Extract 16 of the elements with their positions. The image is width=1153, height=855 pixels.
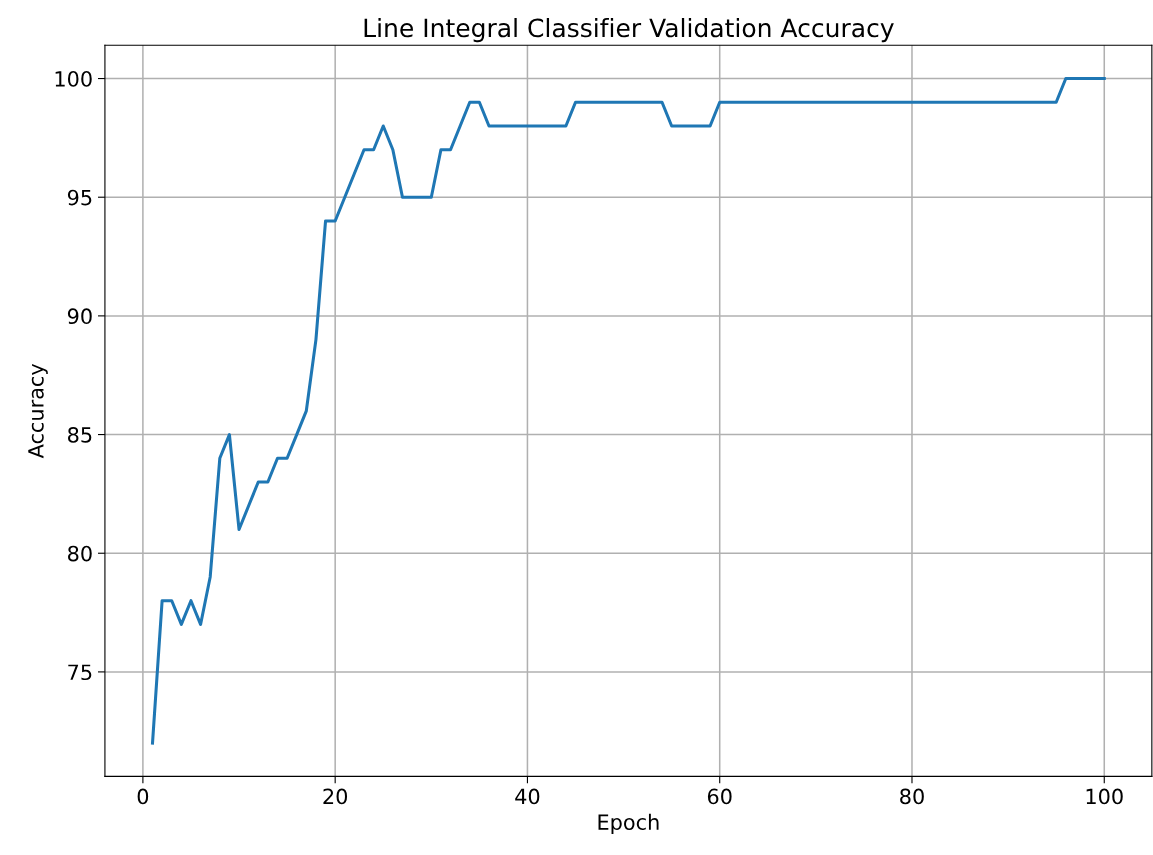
chart-title: Line Integral Classifier Validation Accuracy xyxy=(364,17,894,43)
x-tick-label: 60 xyxy=(707,788,732,805)
x-tick-label: 100 xyxy=(1086,788,1123,805)
y-tick-label: 90 xyxy=(67,308,92,325)
x-axis-title: Epoch xyxy=(598,813,659,835)
y-tick-label: 80 xyxy=(68,545,92,562)
y-tick-label: 95 xyxy=(67,189,92,206)
line-series xyxy=(150,77,1106,745)
x-tick-label: 40 xyxy=(515,788,540,805)
x-tick-label: 80 xyxy=(900,788,924,805)
y-tick-label: 100 xyxy=(55,71,92,87)
x-tick-label: 20 xyxy=(323,788,348,805)
y-axis-title: Accuracy xyxy=(28,363,48,459)
y-tick-label: 85 xyxy=(68,427,92,443)
y-tick-label: 75 xyxy=(68,664,92,681)
x-tick-label: 0 xyxy=(137,788,149,805)
